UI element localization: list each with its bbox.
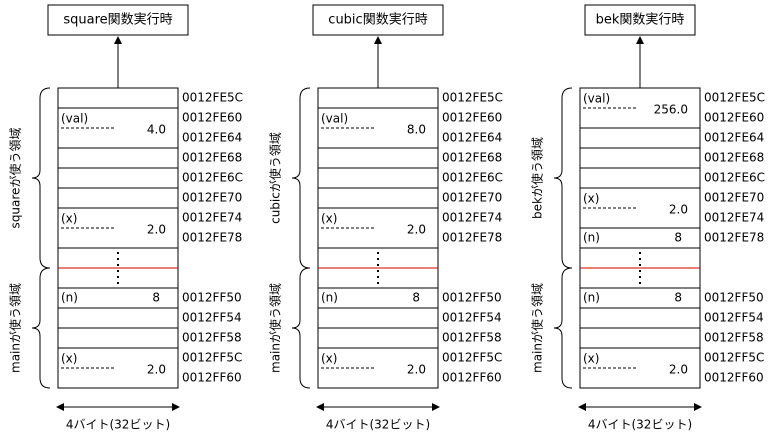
address: 0012FF50 bbox=[704, 291, 764, 305]
var-label: (x) bbox=[321, 212, 337, 226]
address: 0012FE70 bbox=[442, 191, 502, 205]
address: 0012FF5C bbox=[704, 351, 764, 365]
title: cubic関数実行時 bbox=[328, 12, 427, 28]
address: 0012FF5C bbox=[442, 351, 502, 365]
stack-box bbox=[57, 87, 179, 389]
var-value: 2.0 bbox=[669, 203, 688, 217]
address: 0012FF60 bbox=[182, 371, 242, 385]
brace bbox=[291, 267, 311, 389]
address: 0012FE64 bbox=[442, 131, 502, 145]
address: 0012FE68 bbox=[704, 151, 764, 165]
address: 0012FE70 bbox=[704, 191, 764, 205]
title-box bbox=[584, 4, 696, 36]
address: 0012FE78 bbox=[704, 231, 764, 245]
region-label: mainが使う領域 bbox=[268, 283, 283, 373]
width-label: 4バイト(32ビット) bbox=[588, 418, 692, 432]
var-label: (val) bbox=[583, 92, 610, 106]
brace bbox=[553, 87, 573, 269]
var-label: (n) bbox=[61, 291, 78, 305]
address: 0012FE60 bbox=[182, 111, 242, 125]
var-value: 8 bbox=[412, 291, 420, 305]
address: 0012FF50 bbox=[182, 291, 242, 305]
var-label: (x) bbox=[321, 352, 337, 366]
var-label: (n) bbox=[321, 291, 338, 305]
var-value: 4.0 bbox=[147, 123, 166, 137]
var-value: 2.0 bbox=[147, 363, 166, 377]
var-label: (x) bbox=[61, 352, 77, 366]
address: 0012FF54 bbox=[182, 311, 242, 325]
var-value: 8 bbox=[674, 291, 682, 305]
var-label: (n) bbox=[583, 231, 600, 245]
address: 0012FE64 bbox=[704, 131, 764, 145]
address: 0012FF58 bbox=[182, 331, 242, 345]
var-label: (n) bbox=[583, 291, 600, 305]
var-label: (x) bbox=[583, 352, 599, 366]
stack-box bbox=[317, 87, 439, 389]
address: 0012FE74 bbox=[182, 211, 242, 225]
var-value: 2.0 bbox=[669, 363, 688, 377]
address: 0012FE5C bbox=[442, 91, 503, 105]
title-box bbox=[312, 4, 444, 36]
address: 0012FE60 bbox=[442, 111, 502, 125]
var-value: 8 bbox=[674, 231, 682, 245]
address: 0012FE60 bbox=[704, 111, 764, 125]
address: 0012FF5C bbox=[182, 351, 242, 365]
var-value: 256.0 bbox=[654, 103, 688, 117]
width-label: 4バイト(32ビット) bbox=[66, 418, 170, 432]
var-label: (x) bbox=[583, 192, 599, 206]
address: 0012FE5C bbox=[182, 91, 243, 105]
title: square関数実行時 bbox=[63, 12, 172, 28]
var-label: (val) bbox=[321, 112, 348, 126]
brace bbox=[31, 87, 51, 269]
brace bbox=[291, 87, 311, 269]
region-label: cubicが使う領域 bbox=[268, 132, 283, 224]
address: 0012FE64 bbox=[182, 131, 242, 145]
address: 0012FF50 bbox=[442, 291, 502, 305]
brace bbox=[553, 267, 573, 389]
address: 0012FF58 bbox=[704, 331, 764, 345]
var-value: 2.0 bbox=[407, 223, 426, 237]
var-value: 2.0 bbox=[147, 223, 166, 237]
address: 0012FE68 bbox=[442, 151, 502, 165]
var-label: (val) bbox=[61, 112, 88, 126]
address: 0012FE70 bbox=[182, 191, 242, 205]
address: 0012FE6C bbox=[442, 171, 503, 185]
title-box bbox=[47, 4, 189, 36]
address: 0012FF54 bbox=[442, 311, 502, 325]
region-label: mainが使う領域 bbox=[8, 283, 23, 373]
stack-box bbox=[579, 87, 701, 389]
var-value: 8.0 bbox=[407, 123, 426, 137]
var-value: 2.0 bbox=[407, 363, 426, 377]
address: 0012FE78 bbox=[182, 231, 242, 245]
address: 0012FE6C bbox=[704, 171, 765, 185]
brace bbox=[31, 267, 51, 389]
address: 0012FE68 bbox=[182, 151, 242, 165]
region-label: mainが使う領域 bbox=[530, 283, 545, 373]
address: 0012FE74 bbox=[442, 211, 502, 225]
title: bek関数実行時 bbox=[596, 12, 685, 28]
address: 0012FE6C bbox=[182, 171, 243, 185]
address: 0012FF54 bbox=[704, 311, 764, 325]
region-label: squareが使う領域 bbox=[8, 128, 23, 229]
address: 0012FE5C bbox=[704, 91, 765, 105]
address: 0012FE74 bbox=[704, 211, 764, 225]
region-label: bekが使う領域 bbox=[530, 137, 545, 219]
address: 0012FF60 bbox=[442, 371, 502, 385]
address: 0012FF60 bbox=[704, 371, 764, 385]
var-value: 8 bbox=[152, 291, 160, 305]
address: 0012FE78 bbox=[442, 231, 502, 245]
var-label: (x) bbox=[61, 212, 77, 226]
width-label: 4バイト(32ビット) bbox=[326, 418, 430, 432]
address: 0012FF58 bbox=[442, 331, 502, 345]
